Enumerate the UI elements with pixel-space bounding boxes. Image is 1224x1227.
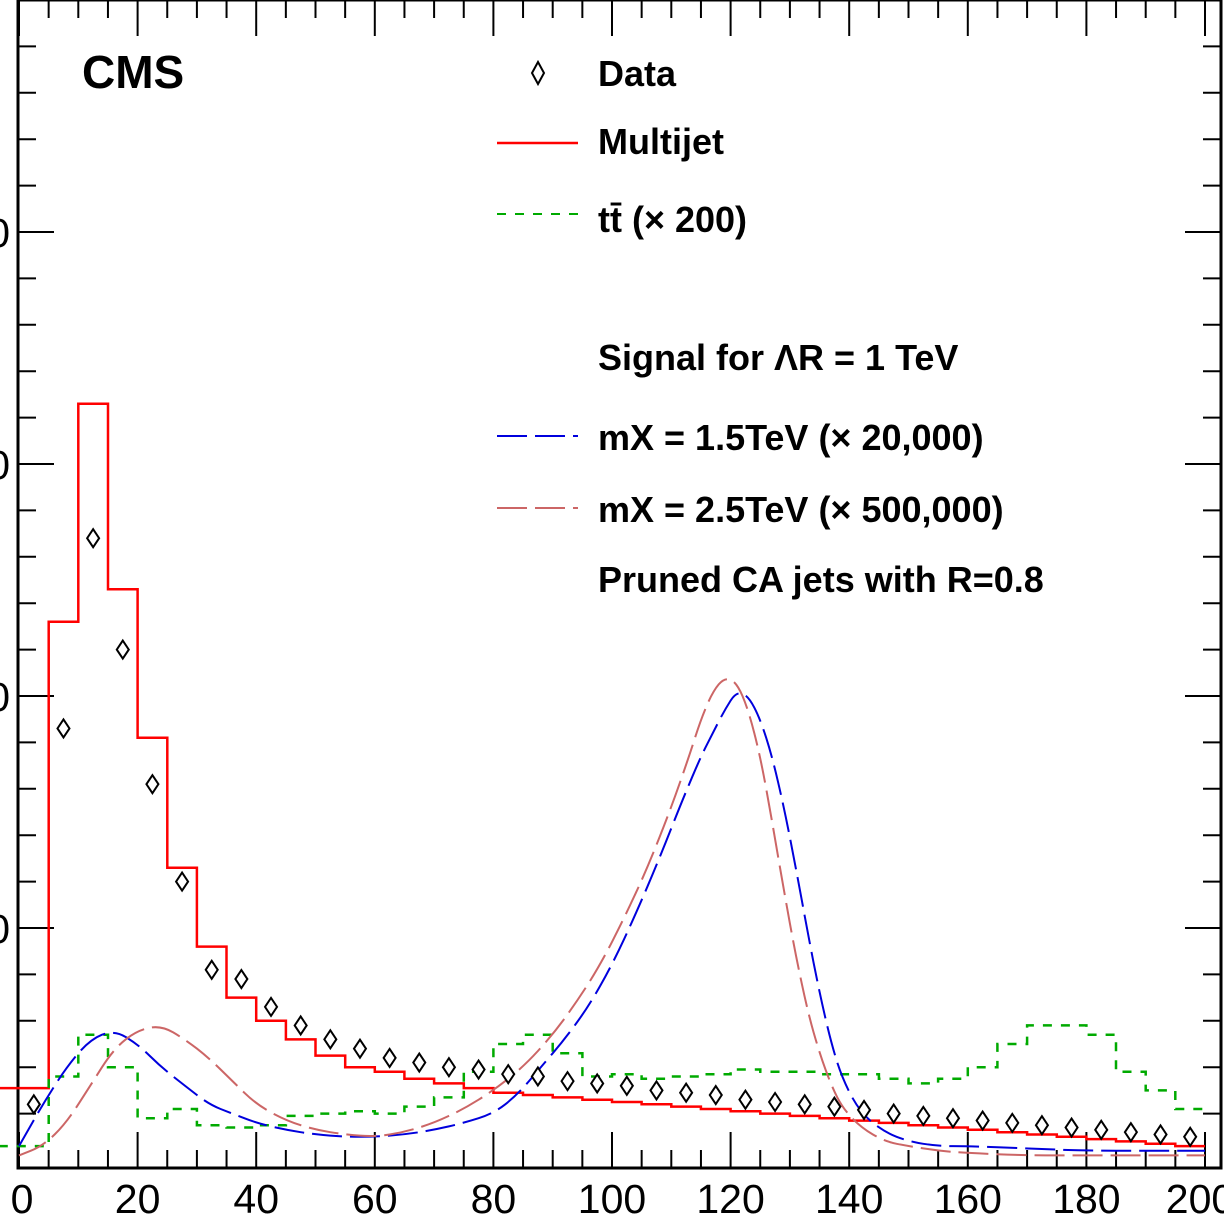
y-tick-labels: 0 0 0 0 bbox=[0, 210, 10, 952]
data-point bbox=[56, 717, 71, 740]
legend-entry-data: Data bbox=[530, 53, 677, 94]
legend: Data Multijet tt̄ (× 200) Signal for ΛR … bbox=[497, 53, 1044, 600]
data-point bbox=[263, 996, 279, 1018]
data-point bbox=[708, 1084, 723, 1106]
data-point bbox=[827, 1095, 842, 1118]
x-tick-label: 140 bbox=[815, 1176, 883, 1222]
legend-entry-note: Pruned CA jets with R=0.8 bbox=[598, 559, 1044, 600]
legend-entry-ttbar: tt̄ (× 200) bbox=[497, 199, 747, 240]
data-point bbox=[738, 1088, 753, 1111]
data-point bbox=[1034, 1114, 1050, 1137]
data-point bbox=[530, 1065, 546, 1088]
series-signal-line bbox=[18, 692, 1205, 1152]
legend-label-mx15: mX = 1.5TeV (× 20,000) bbox=[598, 417, 984, 458]
data-point bbox=[412, 1051, 427, 1074]
data-point bbox=[174, 870, 190, 893]
data-point bbox=[1123, 1121, 1139, 1143]
x-tick-label: 200 bbox=[1166, 1176, 1224, 1222]
data-point bbox=[471, 1058, 486, 1081]
x-tick-label: 160 bbox=[934, 1176, 1002, 1222]
data-point bbox=[145, 773, 160, 795]
data-point bbox=[1094, 1119, 1109, 1141]
experiment-label: CMS bbox=[82, 46, 184, 98]
data-point bbox=[975, 1109, 990, 1132]
legend-entry-multijet: Multijet bbox=[497, 121, 724, 162]
legend-symbol-data bbox=[530, 59, 546, 87]
data-point bbox=[382, 1047, 397, 1069]
series-multijet-line bbox=[0, 402, 1205, 1148]
x-tick-label: 100 bbox=[578, 1176, 646, 1222]
data-point bbox=[1182, 1125, 1198, 1148]
data-point bbox=[85, 527, 101, 550]
y-tick-label: 0 bbox=[0, 210, 10, 256]
y-tick-label: 0 bbox=[0, 442, 10, 488]
series-tt-200--line bbox=[0, 1024, 1205, 1148]
series-signal-line bbox=[18, 678, 1205, 1157]
data-markers bbox=[26, 527, 1198, 1148]
data-point bbox=[1064, 1116, 1079, 1139]
series-layer bbox=[0, 402, 1205, 1157]
data-point bbox=[26, 1093, 42, 1116]
legend-entry-mx25: mX = 2.5TeV (× 500,000) bbox=[497, 489, 1004, 530]
x-tick-label: 40 bbox=[233, 1176, 279, 1222]
data-point bbox=[589, 1072, 605, 1095]
data-point bbox=[204, 958, 219, 981]
x-tick-label: 120 bbox=[696, 1176, 764, 1222]
legend-label-note: Pruned CA jets with R=0.8 bbox=[598, 559, 1044, 600]
legend-label-mx25: mX = 2.5TeV (× 500,000) bbox=[598, 489, 1004, 530]
x-tick-label: 60 bbox=[352, 1176, 398, 1222]
y-tick-label: 0 bbox=[0, 906, 10, 952]
data-point bbox=[797, 1093, 812, 1116]
data-point bbox=[619, 1074, 635, 1097]
x-tick-label: 20 bbox=[115, 1176, 161, 1222]
data-point bbox=[441, 1056, 457, 1079]
data-point bbox=[678, 1081, 694, 1104]
x-tick-label: 180 bbox=[1052, 1176, 1120, 1222]
data-point bbox=[649, 1079, 664, 1102]
legend-label-data: Data bbox=[598, 53, 677, 94]
data-point bbox=[501, 1063, 516, 1085]
data-point bbox=[293, 1014, 308, 1037]
legend-label-ttbar: tt̄ (× 200) bbox=[598, 199, 747, 240]
data-point bbox=[856, 1099, 872, 1121]
x-tick-label: 0 bbox=[11, 1176, 34, 1222]
data-point bbox=[1005, 1112, 1020, 1134]
x-tick-labels: 0 20 40 60 80 100 120 140 160 180 200 bbox=[11, 1176, 1224, 1222]
data-point bbox=[1153, 1123, 1168, 1146]
x-tick-label: 80 bbox=[471, 1176, 517, 1222]
legend-entry-mx15: mX = 1.5TeV (× 20,000) bbox=[497, 417, 984, 458]
data-point bbox=[767, 1091, 783, 1113]
plot-frame bbox=[16, 0, 1223, 1170]
legend-entry-signal-header: Signal for ΛR = 1 TeV bbox=[598, 337, 958, 378]
data-point bbox=[234, 968, 249, 990]
data-point bbox=[352, 1037, 368, 1060]
legend-label-signal-header: Signal for ΛR = 1 TeV bbox=[598, 337, 958, 378]
data-point bbox=[560, 1070, 575, 1092]
legend-label-multijet: Multijet bbox=[598, 121, 724, 162]
y-tick-label: 0 bbox=[0, 674, 10, 720]
data-point bbox=[945, 1107, 961, 1130]
data-point bbox=[916, 1105, 931, 1127]
data-point bbox=[323, 1028, 338, 1051]
data-point bbox=[886, 1102, 901, 1125]
axis-ticks bbox=[18, 0, 1221, 1168]
data-point bbox=[115, 638, 130, 661]
